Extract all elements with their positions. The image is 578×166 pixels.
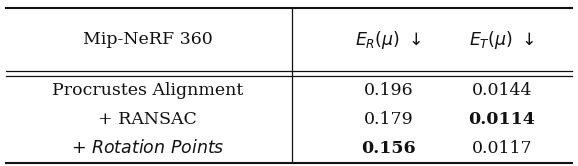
- Text: $E_T(\mu)\ \downarrow$: $E_T(\mu)\ \downarrow$: [469, 29, 535, 51]
- Text: Mip-NeRF 360: Mip-NeRF 360: [83, 31, 212, 48]
- Text: 0.196: 0.196: [364, 82, 413, 99]
- Text: 0.156: 0.156: [361, 140, 416, 157]
- Text: $+$ $\mathit{Rotation\ Points}$: $+$ $\mathit{Rotation\ Points}$: [71, 139, 224, 157]
- Text: 0.0114: 0.0114: [468, 111, 535, 128]
- Text: 0.179: 0.179: [364, 111, 413, 128]
- Text: $E_R(\mu)\ \downarrow$: $E_R(\mu)\ \downarrow$: [355, 29, 422, 51]
- Text: 0.0144: 0.0144: [472, 82, 532, 99]
- Text: + RANSAC: + RANSAC: [98, 111, 197, 128]
- Text: Procrustes Alignment: Procrustes Alignment: [52, 82, 243, 99]
- Text: 0.0117: 0.0117: [472, 140, 532, 157]
